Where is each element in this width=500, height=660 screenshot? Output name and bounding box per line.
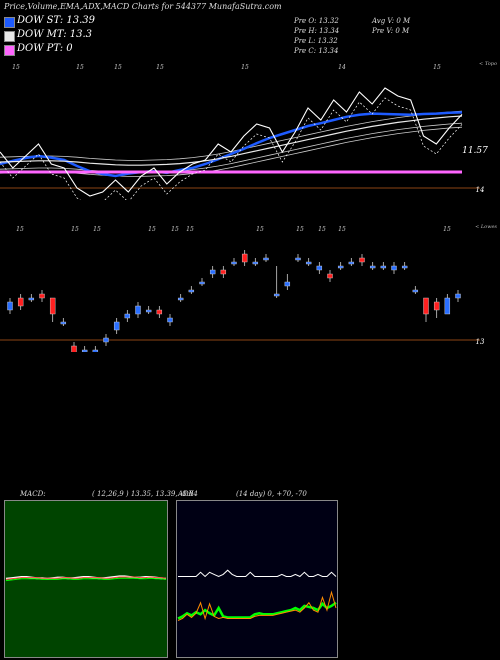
candle-body [305, 261, 312, 265]
adx-line-plusminus-di [177, 601, 337, 620]
candle-body [391, 265, 397, 271]
candle-body [17, 297, 24, 307]
candle-body [380, 265, 387, 269]
stat-close: Pre C: 13.34 [294, 47, 339, 55]
legend-label-dow-pt: DOW PT: 0 [17, 43, 73, 54]
candle-body [60, 321, 67, 325]
candle-body [273, 293, 280, 297]
adx-background [176, 500, 338, 658]
candle-body [7, 301, 13, 311]
stat-prev-volume: Pre V: 0 M [372, 27, 410, 35]
candle-body [263, 257, 269, 261]
candle-body [369, 265, 376, 269]
candle-body [337, 265, 344, 269]
main-tick-label: 15 [114, 64, 122, 71]
legend-swatch-dow-st [4, 17, 15, 28]
candle-body [49, 297, 56, 315]
candle-body [220, 269, 227, 275]
candle-tick-label: 15 [338, 226, 346, 233]
legend-label-dow-mt: DOW MT: 13.3 [17, 29, 93, 40]
ema-line-dow-st [0, 111, 463, 178]
candle-tick-label: 15 [296, 226, 304, 233]
candle-body [348, 261, 355, 265]
main-tick-label: 15 [433, 64, 441, 71]
macd-label: MACD: [20, 490, 46, 498]
candle-body [423, 297, 429, 315]
adx-label: ADX [178, 490, 194, 498]
macd-histogram-line [5, 577, 167, 582]
stat-low: Pre L: 13.32 [294, 37, 338, 45]
adx-params: (14 day) 0, +70, -70 [236, 490, 307, 498]
candle-body [401, 265, 408, 269]
chart-header-title: Price,Volume,EMA,ADX,MACD Charts for 544… [4, 2, 282, 11]
price-dashed-line [0, 97, 463, 200]
price-label-11-57: 11.57 [462, 146, 488, 156]
candle-tick-label: 15 [318, 226, 326, 233]
candle-body [316, 265, 323, 271]
candle-top-label: < Lowes [475, 224, 497, 230]
candle-body [124, 313, 131, 319]
candle-body [113, 321, 120, 331]
macd-params: ( 12,26,9 ) 13.35, 13.39, -0.04 [92, 490, 198, 498]
candle-body [412, 289, 419, 293]
candle-body [295, 257, 301, 261]
candle-body [81, 349, 88, 352]
candle-tick-label: 15 [16, 226, 24, 233]
price-ema-chart: 15 15 15 15 15 14 15 < Topo 11.57 14 [0, 61, 497, 200]
candlestick-chart: 15 15 15 15 15 15 15 15 15 15 15 < Lowes 13 [0, 224, 497, 352]
candle-body [92, 349, 99, 352]
candle-body [39, 293, 45, 299]
candle-tick-label: 15 [443, 226, 451, 233]
candle-body [252, 261, 259, 265]
candle-tick-label: 15 [186, 226, 194, 233]
candle-body [135, 305, 141, 315]
main-top-label: < Topo [479, 61, 497, 67]
macd-line-signal [5, 576, 167, 580]
stat-open: Pre O: 13.32 [294, 17, 339, 25]
candle-body [327, 273, 333, 279]
candle-tick-label: 15 [93, 226, 101, 233]
candle-body [433, 301, 440, 311]
candle-body [284, 281, 291, 287]
candle-body [444, 297, 451, 315]
legend-label-dow-st: DOW ST: 13.39 [17, 15, 96, 26]
ema-band-line [0, 122, 463, 173]
candle-body [455, 293, 461, 299]
price-close-line [0, 87, 463, 197]
candle-body [28, 297, 35, 301]
candle-body [359, 257, 365, 263]
candle-body [209, 269, 216, 275]
ema-line-dow-mt [0, 115, 463, 166]
candle-body [177, 297, 184, 301]
candle-body [156, 309, 163, 315]
main-tick-label: 15 [12, 64, 20, 71]
stat-avg-volume: Avg V: 0 M [372, 17, 411, 25]
candle-body [231, 261, 237, 265]
candle-tick-label: 15 [148, 226, 156, 233]
adx-line-adx [178, 569, 337, 578]
candle-body [167, 317, 173, 323]
candle-tick-label: 15 [256, 226, 264, 233]
candle-body [71, 345, 77, 352]
macd-panel [4, 500, 168, 658]
candle-body [103, 337, 109, 343]
candle-body [199, 281, 205, 285]
adx-panel [176, 500, 338, 658]
candle-body [145, 309, 152, 313]
main-tick-label: 15 [156, 64, 164, 71]
legend-swatch-dow-mt [4, 31, 15, 42]
adx-line-minus-di [177, 590, 337, 622]
candle-body [188, 289, 195, 293]
price-label-14: 14 [476, 186, 485, 194]
main-tick-label: 14 [338, 64, 346, 71]
main-tick-label: 15 [241, 64, 249, 71]
legend-swatch-dow-pt [4, 45, 15, 56]
candle-tick-label: 15 [71, 226, 79, 233]
main-tick-label: 15 [76, 64, 84, 71]
candle-tick-label: 15 [171, 226, 179, 233]
stat-high: Pre H: 13.34 [294, 27, 340, 35]
candle-body [241, 253, 248, 263]
candle-price-label-13: 13 [476, 338, 485, 346]
